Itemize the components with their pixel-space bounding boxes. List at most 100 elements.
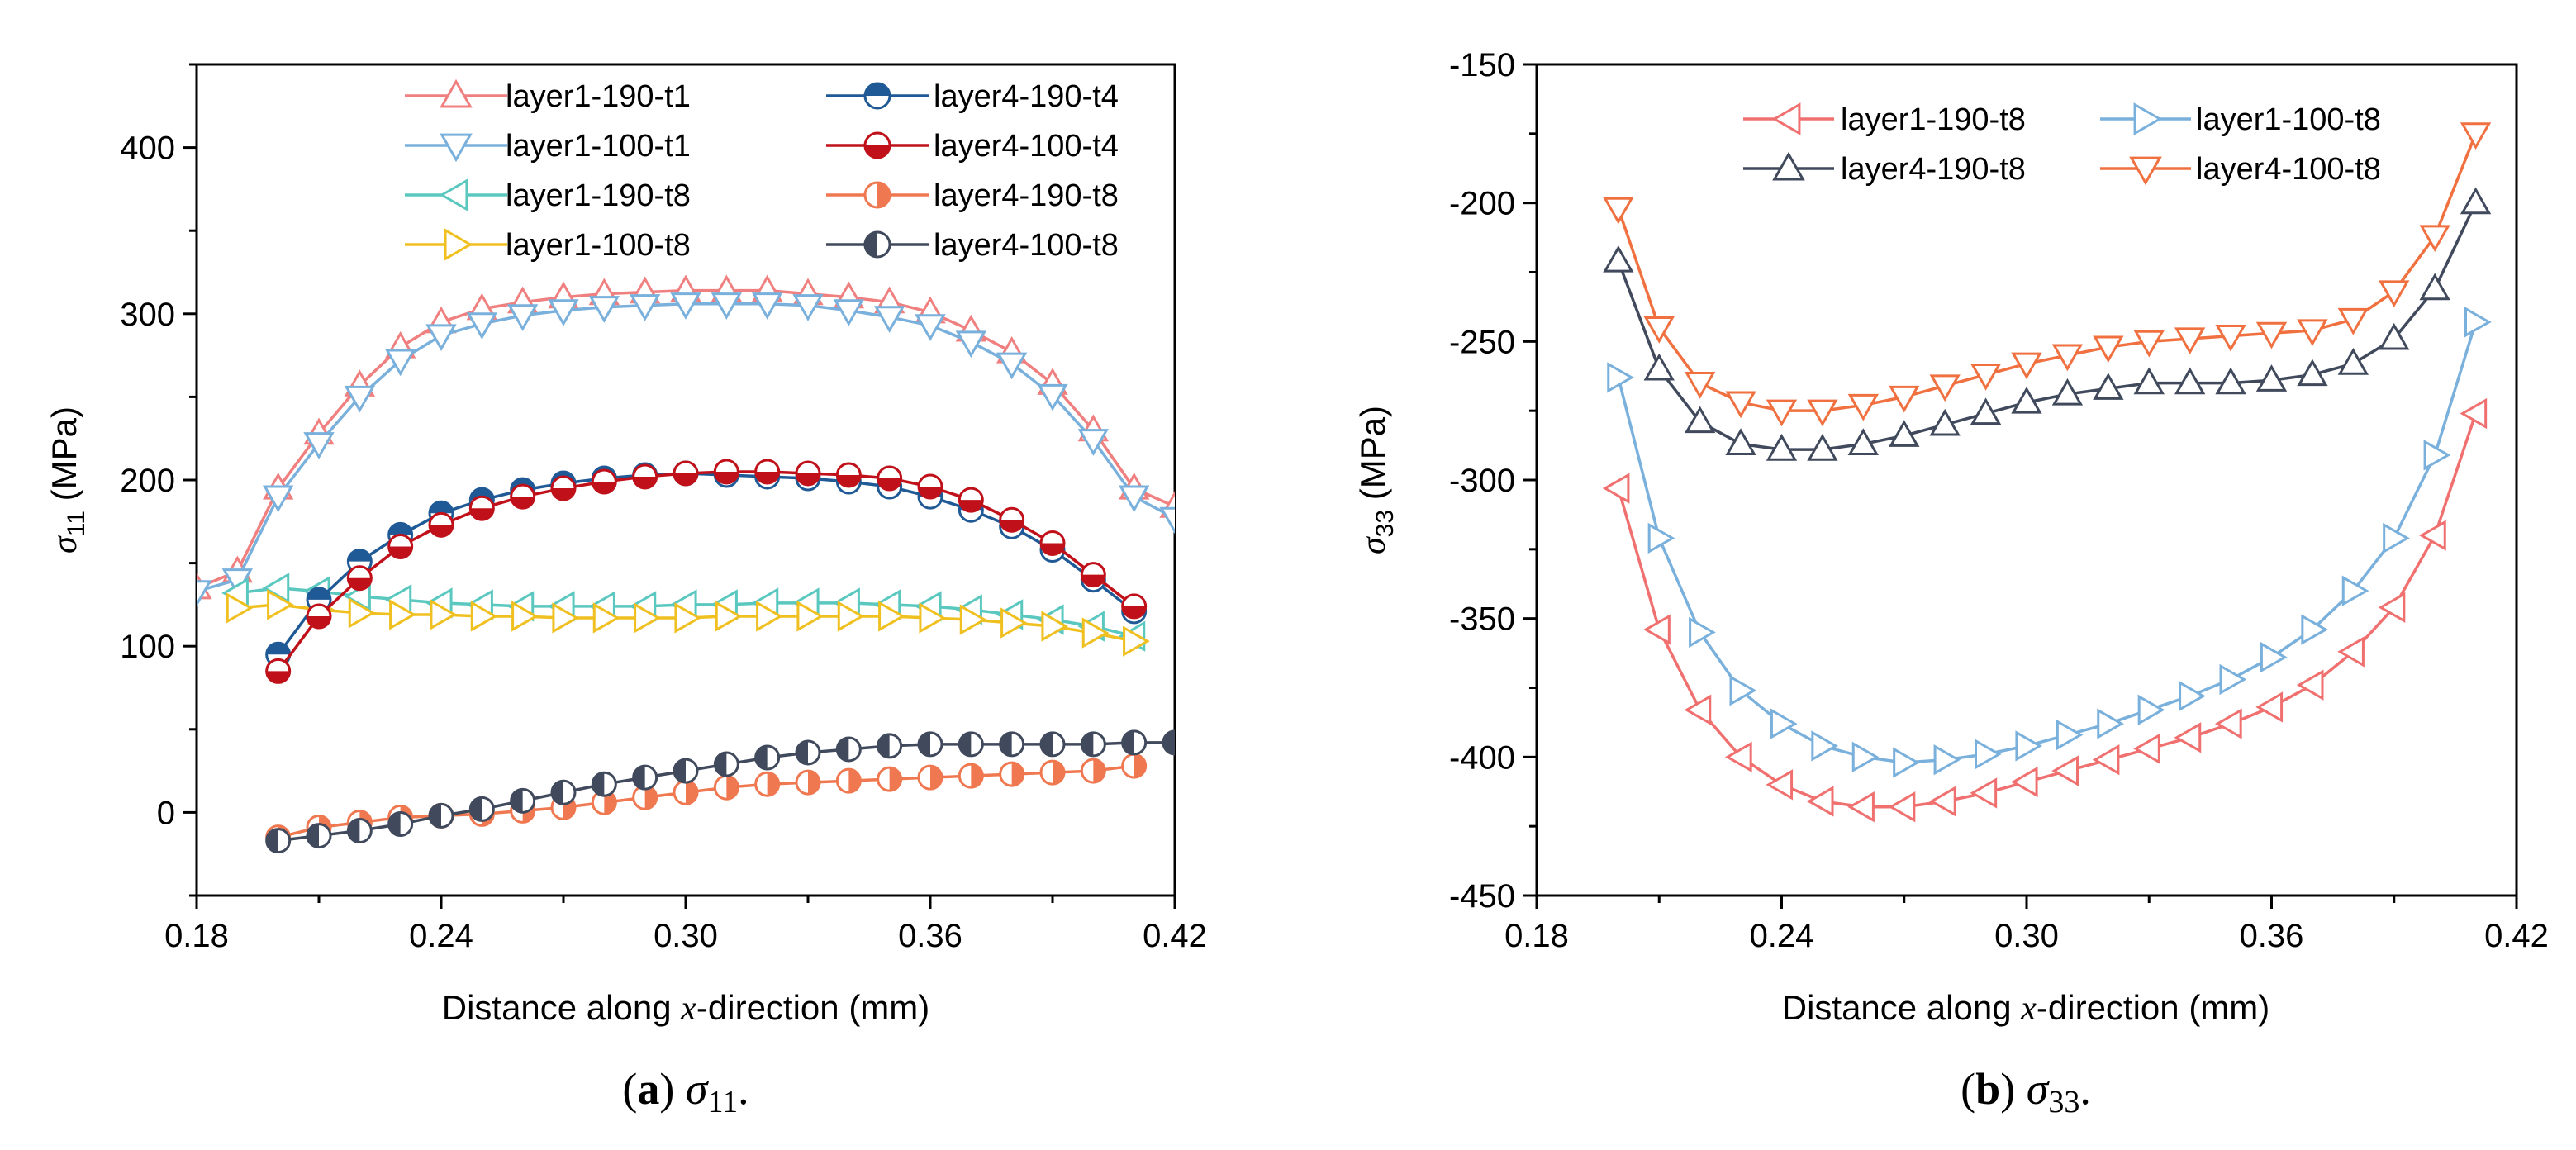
y-tick-label: 100 bbox=[120, 629, 175, 665]
y-tick-label: 0 bbox=[157, 795, 175, 831]
data-point bbox=[346, 818, 373, 844]
legend-item: layer4-100-t4 bbox=[826, 129, 1119, 164]
data-point bbox=[915, 314, 946, 342]
data-point bbox=[1933, 744, 1961, 776]
data-point bbox=[552, 602, 580, 634]
legend-b: layer1-190-t8 layer1-100-t8 layer4-190-t8 l… bbox=[1743, 102, 2381, 187]
x-tick-label: 0.24 bbox=[409, 918, 473, 954]
legend-item: layer1-100-t1 bbox=[405, 129, 691, 164]
data-point bbox=[1080, 731, 1106, 758]
data-point bbox=[1039, 759, 1066, 786]
legend-marker bbox=[2133, 102, 2163, 135]
data-point bbox=[306, 823, 332, 849]
data-point bbox=[428, 802, 454, 829]
data-point bbox=[1081, 617, 1110, 649]
data-point bbox=[999, 506, 1025, 533]
data-point bbox=[756, 601, 783, 632]
data-point bbox=[1888, 791, 1916, 823]
y-axis-title-a: σ11 (MPa) bbox=[45, 406, 90, 554]
data-point bbox=[2015, 730, 2043, 762]
legend-marker bbox=[2129, 156, 2162, 186]
data-point bbox=[2423, 440, 2451, 471]
data-point bbox=[1602, 473, 1630, 504]
data-point bbox=[2097, 708, 2124, 739]
data-point bbox=[2215, 325, 2246, 352]
y-tick-label: 200 bbox=[120, 463, 175, 499]
y-tick-label: -400 bbox=[1449, 739, 1515, 776]
data-point bbox=[999, 731, 1025, 758]
data-point bbox=[2255, 321, 2288, 349]
data-point bbox=[1766, 433, 1798, 461]
data-point bbox=[1893, 747, 1920, 778]
data-point bbox=[425, 324, 457, 352]
data-point bbox=[1847, 393, 1880, 421]
data-point bbox=[1806, 786, 1834, 817]
data-point bbox=[1766, 769, 1794, 801]
data-point bbox=[2460, 122, 2492, 150]
data-point bbox=[1643, 614, 1671, 645]
data-point bbox=[795, 460, 821, 487]
data-point bbox=[795, 739, 821, 766]
data-point bbox=[2460, 397, 2488, 430]
data-point bbox=[2010, 766, 2038, 798]
series-layer1-100-t8 bbox=[1607, 307, 2492, 778]
data-point bbox=[1121, 593, 1148, 620]
data-point bbox=[2051, 344, 2084, 372]
legend-marker bbox=[440, 133, 473, 163]
data-point bbox=[2092, 744, 2120, 776]
data-point bbox=[262, 485, 294, 513]
data-point bbox=[588, 296, 620, 323]
data-point bbox=[1647, 522, 1675, 554]
data-point bbox=[715, 601, 743, 632]
data-point bbox=[1684, 406, 1716, 434]
legend-label: layer4-190-t8 bbox=[934, 178, 1119, 213]
legend-label: layer4-190-t8 bbox=[1841, 152, 2026, 187]
legend-item: layer1-190-t8 bbox=[1743, 102, 2026, 137]
data-point bbox=[591, 468, 617, 495]
legend-item: layer1-190-t1 bbox=[405, 78, 691, 114]
caption-a: (a) σ11. bbox=[622, 1064, 749, 1119]
data-point bbox=[673, 758, 699, 784]
data-point bbox=[958, 763, 984, 789]
legend-label: layer4-100-t8 bbox=[2196, 152, 2381, 187]
y-tick-label: 300 bbox=[120, 297, 175, 333]
data-point bbox=[2214, 708, 2242, 739]
data-point bbox=[2419, 273, 2450, 301]
data-point bbox=[1729, 675, 1757, 706]
data-point bbox=[506, 304, 539, 331]
data-point bbox=[673, 460, 699, 487]
legend-label: layer1-190-t8 bbox=[506, 178, 691, 213]
legend-label: layer4-100-t4 bbox=[934, 129, 1119, 164]
legend-label: layer1-100-t8 bbox=[506, 228, 691, 263]
series-line bbox=[277, 472, 1135, 656]
data-point bbox=[958, 731, 984, 758]
data-point bbox=[1689, 616, 1716, 649]
plot-frame-b bbox=[1535, 63, 2518, 897]
data-point bbox=[1929, 408, 1961, 436]
data-point bbox=[511, 601, 539, 632]
series-line bbox=[277, 470, 1135, 672]
legend-marker bbox=[863, 131, 891, 159]
data-point bbox=[1041, 611, 1069, 642]
data-point bbox=[632, 463, 658, 490]
x-tick-label: 0.18 bbox=[1504, 918, 1569, 954]
data-point bbox=[917, 731, 943, 758]
data-point bbox=[430, 599, 458, 630]
data-point bbox=[2133, 367, 2165, 395]
data-point bbox=[754, 744, 781, 771]
legend-marker bbox=[863, 181, 891, 209]
series-line bbox=[1617, 202, 2478, 451]
caption-b: (b) σ33. bbox=[1961, 1064, 2091, 1119]
legend-label: layer1-190-t8 bbox=[1841, 102, 2026, 137]
data-point bbox=[1039, 731, 1066, 758]
series-layer1-100-t1 bbox=[197, 292, 1175, 607]
data-point bbox=[2255, 364, 2288, 392]
data-point bbox=[835, 462, 862, 488]
data-point bbox=[632, 764, 658, 791]
legend-label: layer1-100-t8 bbox=[2196, 102, 2381, 137]
data-point bbox=[344, 385, 376, 413]
data-point bbox=[873, 306, 905, 333]
data-point bbox=[265, 658, 292, 684]
data-point bbox=[1725, 428, 1756, 455]
legend-marker bbox=[863, 82, 891, 110]
